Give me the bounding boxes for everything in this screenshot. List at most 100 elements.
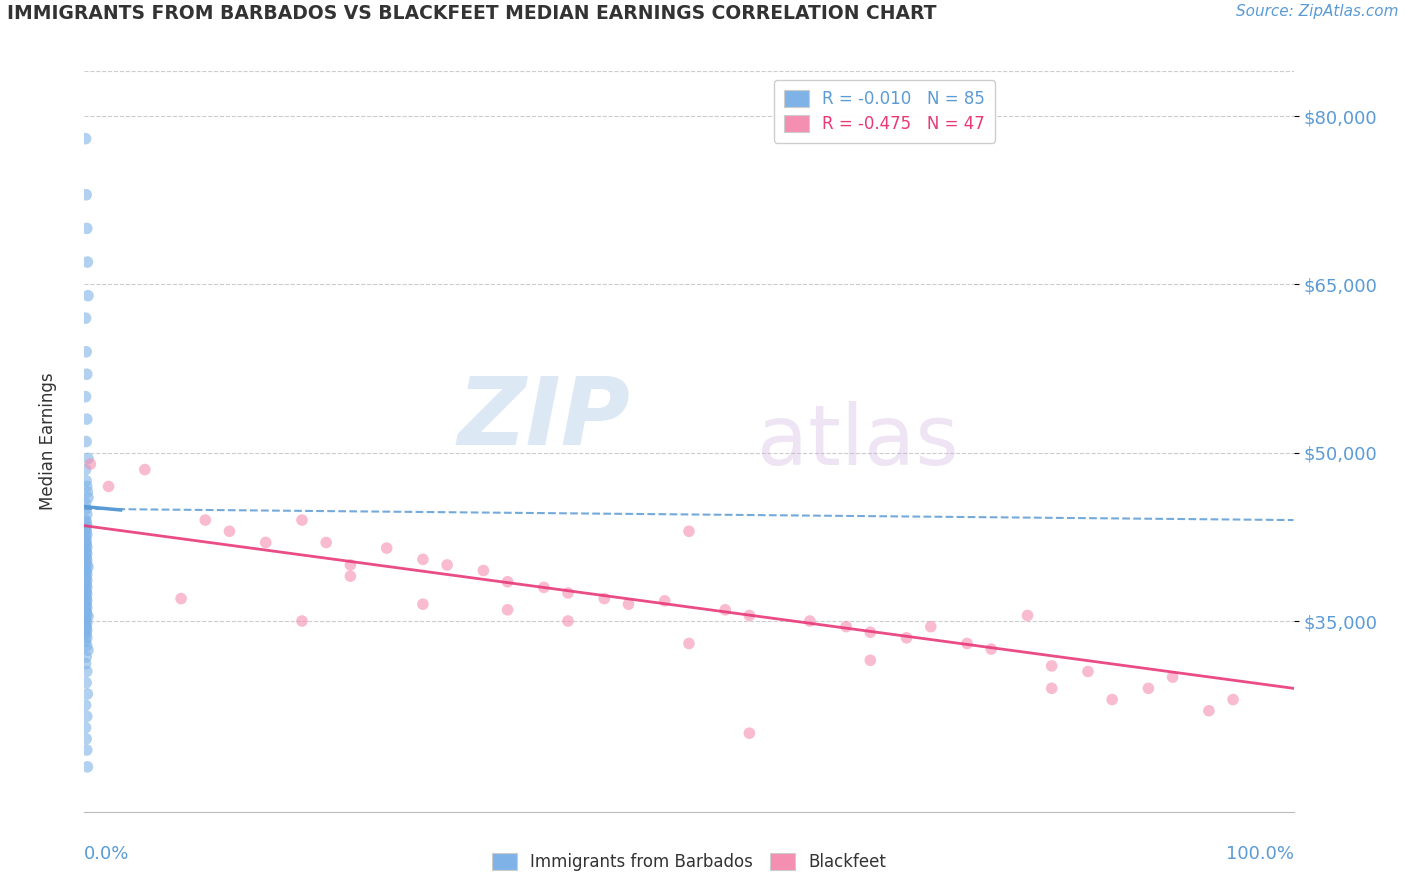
Point [75,571,97,585]
Legend: Immigrants from Barbados, Blackfeet: Immigrants from Barbados, Blackfeet [485,846,893,878]
Point [75,565,97,579]
Point [1040,659,1063,673]
Point [75,618,97,632]
Point [170,591,193,606]
Text: Source: ZipAtlas.com: Source: ZipAtlas.com [1236,4,1399,20]
Point [75,516,97,530]
Point [76,631,98,645]
Point [557,586,579,600]
Point [77,560,100,574]
Point [75,575,97,590]
Point [75,501,97,516]
Point [76,558,98,572]
Point [75,522,97,536]
Text: IMMIGRANTS FROM BARBADOS VS BLACKFEET MEDIAN EARNINGS CORRELATION CHART: IMMIGRANTS FROM BARBADOS VS BLACKFEET ME… [7,4,936,23]
Point [75,533,97,548]
Point [75,591,97,606]
Text: atlas: atlas [758,401,959,482]
Point [76,743,98,757]
Point [76,709,98,723]
Point [339,558,361,572]
Point [617,597,640,611]
Point [76,508,98,522]
Point [75,524,97,539]
Point [1017,608,1039,623]
Point [76,623,98,637]
Point [75,596,97,610]
Point [134,462,156,476]
Point [218,524,240,539]
Point [75,535,97,549]
Point [76,566,98,581]
Point [436,558,458,572]
Point [472,564,495,578]
Point [76,607,98,622]
Text: ZIP: ZIP [457,373,630,465]
Point [77,609,100,624]
Point [76,665,98,679]
Point [75,590,97,604]
Point [76,255,98,269]
Point [75,551,97,566]
Point [77,491,100,505]
Point [980,642,1002,657]
Point [75,474,97,488]
Point [76,527,98,541]
Point [291,513,314,527]
Point [76,547,98,561]
Point [75,675,97,690]
Point [76,760,98,774]
Point [194,513,217,527]
Point [75,634,97,648]
Point [75,649,97,664]
Point [76,540,98,554]
Point [315,535,337,549]
Point [835,619,858,633]
Point [920,619,942,633]
Point [859,653,882,667]
Point [76,412,98,426]
Point [75,731,97,746]
Point [1101,692,1123,706]
Point [738,608,761,623]
Point [75,131,97,145]
Point [75,390,97,404]
Point [1222,692,1244,706]
Point [76,594,98,608]
Point [738,726,761,740]
Point [75,513,97,527]
Point [859,625,882,640]
Point [76,687,98,701]
Point [714,603,737,617]
Text: 100.0%: 100.0% [1226,846,1294,863]
Point [75,544,97,558]
Point [291,614,314,628]
Point [1161,670,1184,684]
Point [75,569,97,583]
Text: Median Earnings: Median Earnings [39,373,58,510]
Point [75,698,97,713]
Point [1137,681,1160,696]
Point [654,594,676,608]
Point [75,434,97,449]
Point [557,614,579,628]
Point [533,580,555,594]
Point [76,221,98,235]
Point [75,627,97,641]
Point [678,524,700,539]
Point [75,621,97,635]
Point [75,582,97,597]
Point [97,479,120,493]
Point [75,344,97,359]
Point [75,603,97,617]
Point [76,616,98,631]
Point [76,639,98,653]
Point [75,605,97,619]
Point [76,485,98,500]
Point [75,187,97,202]
Point [75,549,97,563]
Point [77,643,100,657]
Point [79,457,101,471]
Point [75,556,97,570]
Point [593,591,616,606]
